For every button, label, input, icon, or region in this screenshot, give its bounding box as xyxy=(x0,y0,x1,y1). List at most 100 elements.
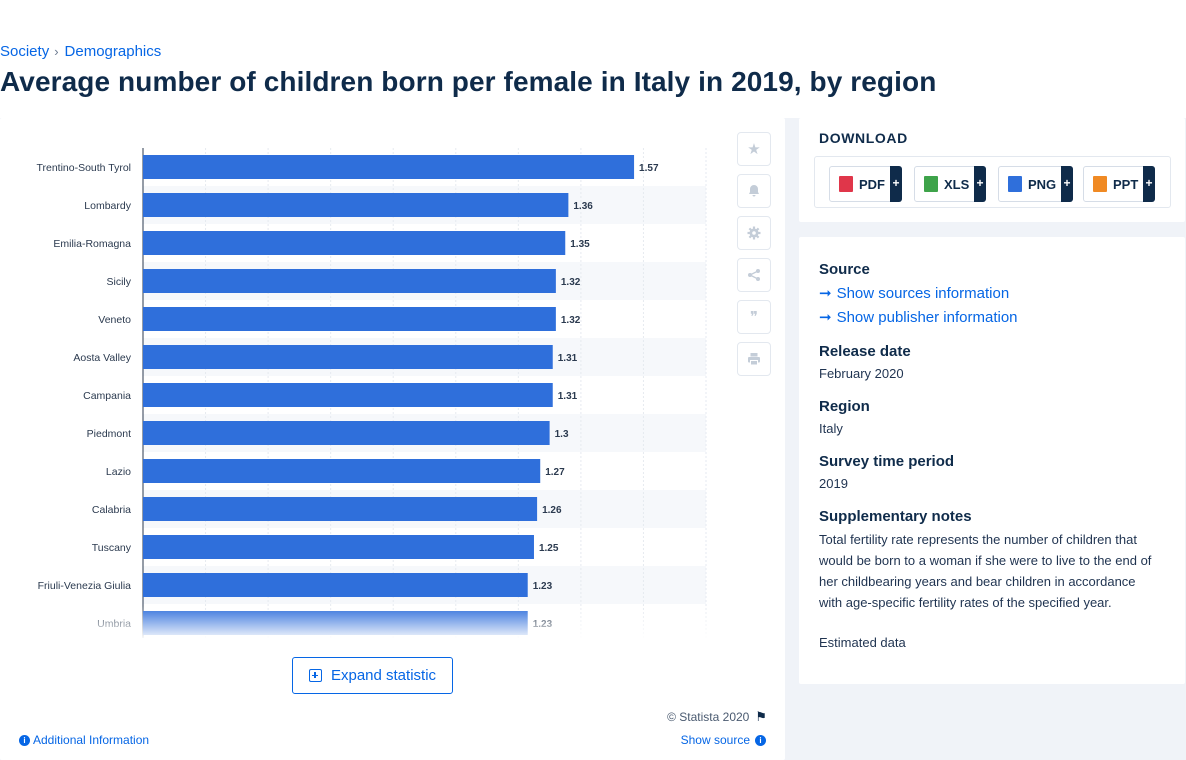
bar-lazio[interactable] xyxy=(143,459,541,483)
category-label: Tuscany xyxy=(92,542,132,554)
bar-sicily[interactable] xyxy=(143,269,556,293)
category-label: Piedmont xyxy=(87,428,131,440)
download-ppt-label: PPT xyxy=(1113,176,1139,192)
show-publisher-label: Show publisher information xyxy=(836,308,1018,326)
share-icon[interactable] xyxy=(737,258,771,292)
value-label: 1.32 xyxy=(561,277,581,288)
download-pdf-label: PDF xyxy=(859,176,885,192)
estimated-data-note: Estimated data xyxy=(819,635,906,650)
download-buttons: PDF + XLS + PNG + PPT + xyxy=(814,156,1171,208)
download-ppt-plus[interactable]: + xyxy=(1143,166,1155,202)
category-label: Trentino-South Tyrol xyxy=(36,162,131,174)
download-pdf-button[interactable]: PDF + xyxy=(829,166,902,202)
expand-statistic-label: Expand statistic xyxy=(330,667,437,684)
expand-plus-icon xyxy=(308,669,322,682)
category-label: Veneto xyxy=(98,314,131,326)
info-icon: i xyxy=(755,734,766,746)
show-source-link[interactable]: Show source i xyxy=(681,733,766,747)
breadcrumb: Society › Demographics xyxy=(0,43,161,60)
download-png-plus[interactable]: + xyxy=(1061,166,1073,202)
supplementary-notes-text: Total fertility rate represents the numb… xyxy=(819,532,1152,610)
png-file-icon xyxy=(1008,176,1022,192)
bar-lombardy[interactable] xyxy=(143,193,569,217)
category-label: Friuli-Venezia Giulia xyxy=(38,580,132,592)
expand-statistic-button[interactable]: Expand statistic xyxy=(292,657,453,694)
chart-fade-overlay xyxy=(0,606,730,638)
download-xls-button[interactable]: XLS + xyxy=(914,166,986,202)
show-publisher-link[interactable]: ➞ Show publisher information xyxy=(819,308,1018,327)
breadcrumb-chevron-icon: › xyxy=(54,44,59,59)
download-xls-label: XLS xyxy=(944,176,970,192)
page-title: Average number of children born per fema… xyxy=(0,66,937,97)
value-label: 1.25 xyxy=(539,543,559,554)
bar-calabria[interactable] xyxy=(143,497,538,521)
supplementary-notes-heading: Supplementary notes xyxy=(819,508,972,525)
download-png-label: PNG xyxy=(1028,176,1057,192)
release-date-value: February 2020 xyxy=(819,366,904,381)
category-label: Lazio xyxy=(106,466,131,478)
category-label: Aosta Valley xyxy=(73,352,131,364)
chart-card: Trentino-South Tyrol 1.57 Lombardy 1.36 Emil… xyxy=(0,118,785,760)
download-ppt-button[interactable]: PPT + xyxy=(1083,166,1155,202)
release-date-heading: Release date xyxy=(819,343,911,360)
notification-bell-icon[interactable] xyxy=(737,174,771,208)
source-heading: Source xyxy=(819,261,870,278)
report-flag-icon[interactable]: ⚑ xyxy=(755,709,767,724)
value-label: 1.35 xyxy=(570,239,590,250)
bar-piedmont[interactable] xyxy=(143,421,550,445)
download-panel: DOWNLOAD PDF + XLS + PNG + PPT + xyxy=(799,118,1185,222)
bar-campania[interactable] xyxy=(143,383,553,407)
chart-tools: ★ ❞ xyxy=(737,132,773,384)
info-icon: i xyxy=(19,734,30,746)
additional-information-label: Additional Information xyxy=(33,733,150,747)
citation-quote-icon[interactable]: ❞ xyxy=(737,300,771,334)
copyright-text: © Statista 2020 xyxy=(667,710,750,724)
print-icon[interactable] xyxy=(737,342,771,376)
bar-veneto[interactable] xyxy=(143,307,556,331)
value-label: 1.23 xyxy=(533,581,553,592)
category-label: Emilia-Romagna xyxy=(53,238,131,250)
category-label: Campania xyxy=(83,390,131,402)
show-source-label: Show source xyxy=(680,733,750,747)
region-value: Italy xyxy=(819,421,843,436)
statistic-details-panel: Source ➞ Show sources information ➞ Show… xyxy=(799,237,1185,684)
bar-tuscany[interactable] xyxy=(143,535,534,559)
download-title: DOWNLOAD xyxy=(819,130,908,146)
value-label: 1.26 xyxy=(542,505,562,516)
value-label: 1.31 xyxy=(558,353,578,364)
ppt-file-icon xyxy=(1093,176,1107,192)
value-label: 1.31 xyxy=(558,391,578,402)
show-sources-link[interactable]: ➞ Show sources information xyxy=(819,284,1010,303)
category-label: Lombardy xyxy=(84,200,131,212)
bar-friuli-venezia-giulia[interactable] xyxy=(143,573,528,597)
survey-period-heading: Survey time period xyxy=(819,453,955,470)
category-label: Calabria xyxy=(92,504,131,516)
bar-trentino-south-tyrol[interactable] xyxy=(143,155,635,179)
category-label: Sicily xyxy=(106,276,131,288)
value-label: 1.3 xyxy=(555,429,569,440)
region-heading: Region xyxy=(819,398,870,415)
page-header: Society › Demographics Average number of… xyxy=(0,0,1186,118)
download-pdf-plus[interactable]: + xyxy=(890,166,902,202)
copyright-notice: © Statista 2020 ⚑ xyxy=(667,709,767,725)
favorite-star-icon[interactable]: ★ xyxy=(737,132,771,166)
value-label: 1.27 xyxy=(545,467,565,478)
value-label: 1.57 xyxy=(639,163,659,174)
additional-information-link[interactable]: i Additional Information xyxy=(19,733,149,747)
breadcrumb-demographics[interactable]: Demographics xyxy=(64,43,162,60)
download-xls-plus[interactable]: + xyxy=(974,166,986,202)
value-label: 1.36 xyxy=(573,201,593,212)
bar-emilia-romagna[interactable] xyxy=(143,231,566,255)
arrow-right-icon: ➞ xyxy=(819,309,832,326)
pdf-file-icon xyxy=(839,176,853,192)
download-png-button[interactable]: PNG + xyxy=(998,166,1073,202)
bar-aosta-valley[interactable] xyxy=(143,345,553,369)
breadcrumb-society[interactable]: Society xyxy=(0,43,50,60)
survey-period-value: 2019 xyxy=(819,476,848,491)
xls-file-icon xyxy=(924,176,938,192)
arrow-right-icon: ➞ xyxy=(819,285,832,302)
show-sources-label: Show sources information xyxy=(836,284,1010,302)
value-label: 1.32 xyxy=(561,315,581,326)
bar-chart: Trentino-South Tyrol 1.57 Lombardy 1.36 Emil… xyxy=(0,148,730,638)
settings-gear-icon[interactable] xyxy=(737,216,771,250)
